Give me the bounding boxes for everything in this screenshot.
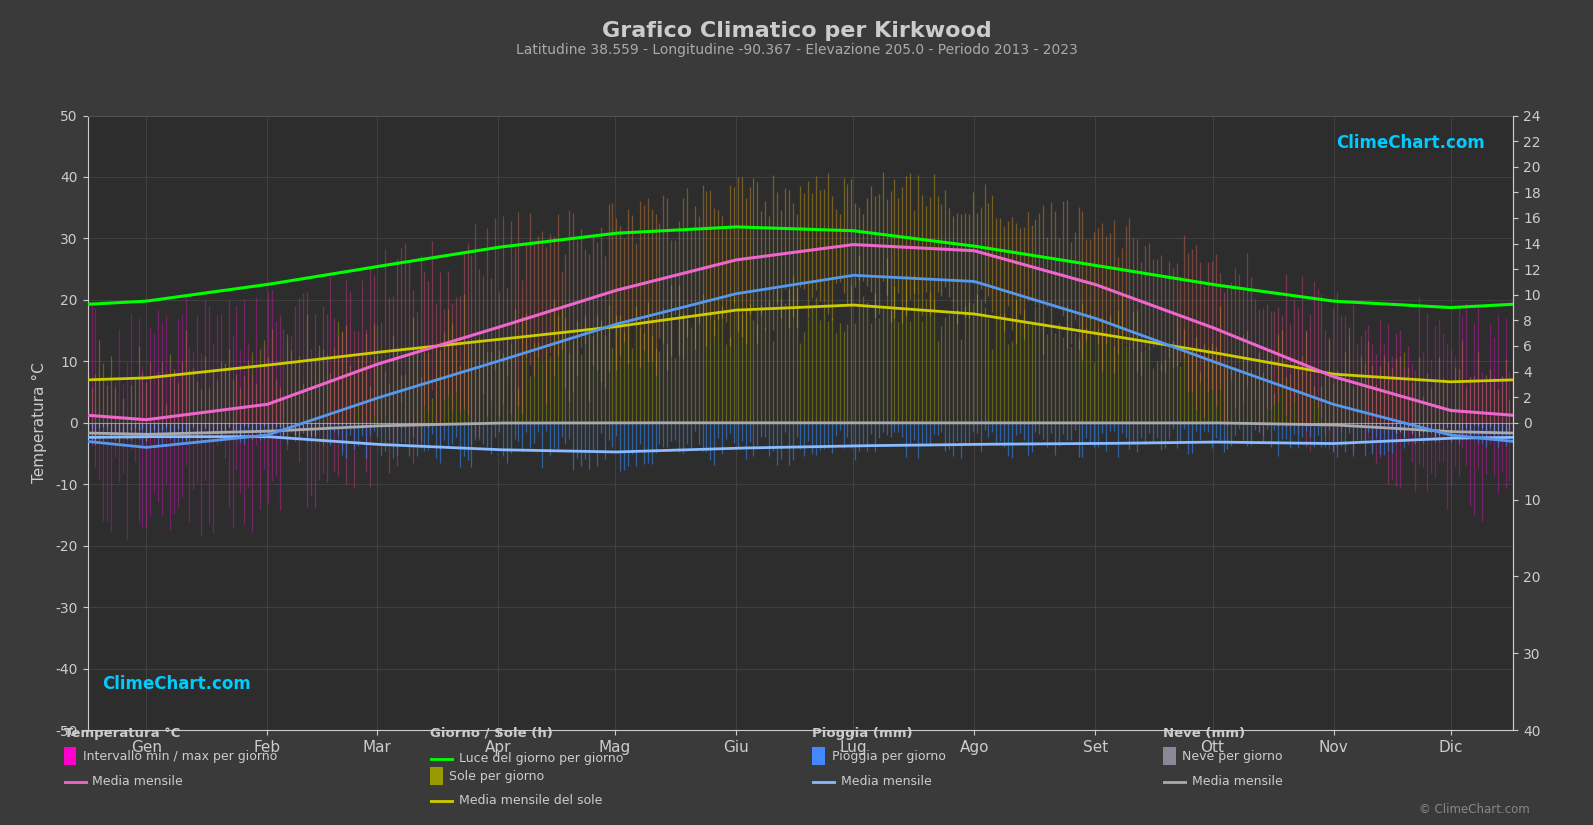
Text: Giorno / Sole (h): Giorno / Sole (h) (430, 727, 553, 740)
Text: ClimeChart.com: ClimeChart.com (102, 675, 250, 693)
Text: Latitudine 38.559 - Longitudine -90.367 - Elevazione 205.0 - Periodo 2013 - 2023: Latitudine 38.559 - Longitudine -90.367 … (516, 43, 1077, 57)
Text: Sole per giorno: Sole per giorno (449, 771, 545, 784)
Text: Temperatura °C: Temperatura °C (64, 727, 180, 740)
Text: Intervallo min / max per giorno: Intervallo min / max per giorno (83, 750, 277, 763)
Text: Neve (mm): Neve (mm) (1163, 727, 1246, 740)
Y-axis label: Temperatura °C: Temperatura °C (32, 362, 48, 483)
Text: ClimeChart.com: ClimeChart.com (1337, 134, 1485, 152)
Text: © ClimeChart.com: © ClimeChart.com (1418, 803, 1529, 816)
Text: Neve per giorno: Neve per giorno (1182, 750, 1282, 763)
Text: Luce del giorno per giorno: Luce del giorno per giorno (459, 752, 623, 766)
Text: Media mensile: Media mensile (1192, 776, 1282, 789)
Text: Media mensile: Media mensile (841, 776, 932, 789)
Text: Pioggia per giorno: Pioggia per giorno (832, 750, 945, 763)
Text: Media mensile: Media mensile (92, 776, 183, 789)
Text: Media mensile del sole: Media mensile del sole (459, 794, 602, 808)
Text: Grafico Climatico per Kirkwood: Grafico Climatico per Kirkwood (602, 21, 991, 40)
Text: Pioggia (mm): Pioggia (mm) (812, 727, 913, 740)
